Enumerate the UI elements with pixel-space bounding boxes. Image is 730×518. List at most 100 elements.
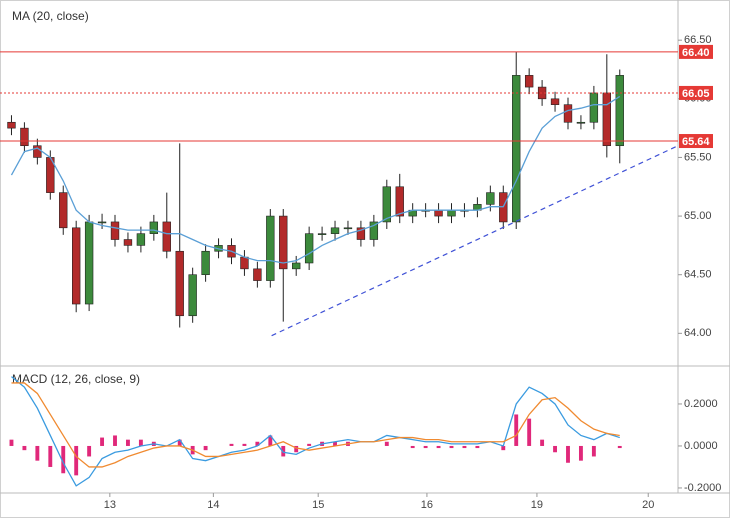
histogram-bar: [177, 439, 182, 446]
histogram-bar: [501, 445, 506, 451]
level-label: 65.64: [682, 136, 710, 148]
candle-body: [136, 233, 146, 246]
histogram-bar: [113, 435, 117, 446]
candle-body: [253, 268, 262, 281]
candle-body: [512, 75, 521, 223]
candle-body: [369, 221, 379, 240]
histogram-bar: [48, 445, 53, 467]
histogram-bar: [126, 439, 130, 446]
y-tick-label: 64.50: [684, 269, 712, 281]
candle-body: [382, 186, 391, 223]
candle-body: [317, 233, 327, 235]
histogram-bar: [307, 443, 312, 446]
macd-line: [11, 382, 620, 468]
x-tick-label: 16: [421, 499, 433, 511]
histogram-bar: [203, 445, 208, 451]
histogram-bar: [87, 445, 92, 457]
level-label: 66.05: [682, 88, 710, 100]
histogram-bar: [514, 414, 519, 446]
candle-body: [486, 192, 495, 205]
histogram-bar: [384, 441, 389, 446]
histogram-bar: [229, 443, 234, 446]
y-tick-label: -0.2000: [684, 482, 721, 494]
candle-body: [343, 227, 353, 230]
y-tick-label: 65.00: [684, 210, 712, 222]
y-tick-label: 64.00: [684, 327, 712, 339]
histogram-bar: [242, 443, 247, 446]
candle-body: [149, 221, 159, 234]
histogram-bar: [462, 445, 467, 449]
x-tick-label: 13: [104, 499, 116, 511]
histogram-bar: [294, 445, 299, 453]
y-tick-label: 0.2000: [684, 398, 718, 410]
histogram-bar: [566, 445, 570, 463]
candle-body: [304, 233, 314, 264]
histogram-bar: [333, 441, 337, 446]
histogram-bar: [100, 437, 105, 446]
candle-body: [175, 250, 184, 317]
candle-body: [602, 92, 612, 147]
histogram-bar: [449, 445, 454, 449]
macd-title: MACD (12, 26, close, 9): [12, 372, 140, 386]
candle-body: [447, 209, 456, 217]
histogram-bar: [553, 445, 557, 453]
candle-body: [97, 221, 107, 224]
level-label-box: [679, 85, 713, 100]
candle-body: [240, 256, 249, 270]
candle-body: [356, 227, 366, 240]
histogram-bar: [22, 445, 27, 451]
main-title: MA (20, close): [12, 9, 89, 23]
candle-body: [20, 127, 29, 147]
candle-body: [201, 250, 210, 276]
histogram-bar: [410, 445, 415, 449]
x-tick-label: 14: [207, 499, 219, 511]
candle-body: [123, 239, 133, 246]
candle-body: [563, 104, 573, 123]
y-tick-label: 65.50: [684, 151, 712, 163]
candle-body: [550, 98, 560, 105]
y-tick-label: 0.0000: [684, 440, 718, 452]
candle-body: [292, 262, 301, 270]
histogram-bar: [268, 435, 273, 446]
candle-body: [434, 209, 443, 217]
level-label: 66.40: [682, 47, 710, 59]
ma-line: [10, 95, 621, 264]
trendline: [271, 145, 679, 337]
histogram-bar: [436, 445, 441, 449]
x-tick-label: 20: [642, 499, 654, 511]
histogram-bar: [61, 445, 66, 474]
histogram-bar: [74, 445, 79, 476]
candle-body: [395, 186, 404, 217]
level-label-box: [679, 44, 713, 59]
candle-body: [524, 75, 534, 88]
candle-body: [279, 215, 288, 270]
candle-body: [59, 192, 68, 229]
candle-body: [188, 274, 197, 317]
candle-body: [72, 227, 81, 305]
candle-body: [7, 121, 16, 129]
histogram-bar: [540, 439, 545, 446]
candle-body: [330, 227, 340, 234]
histogram-bar: [423, 445, 428, 449]
histogram-bar: [9, 439, 14, 446]
histogram-bar: [138, 439, 143, 446]
x-tick-label: 19: [531, 499, 543, 511]
x-tick-label: 15: [312, 499, 324, 511]
candle-body: [589, 92, 599, 123]
histogram-bar: [475, 445, 480, 449]
candle-body: [266, 215, 275, 281]
candle-body: [162, 221, 171, 252]
y-tick-label: 66.50: [684, 34, 712, 46]
candle-body: [615, 75, 624, 147]
histogram-bar: [527, 418, 532, 446]
candle-body: [84, 221, 94, 305]
macd-line: [11, 376, 620, 487]
histogram-bar: [35, 445, 40, 461]
histogram-bar: [578, 445, 583, 461]
candle-body: [110, 221, 120, 240]
histogram-bar: [617, 445, 622, 449]
histogram-bar: [255, 441, 260, 446]
level-label-box: [679, 134, 713, 149]
